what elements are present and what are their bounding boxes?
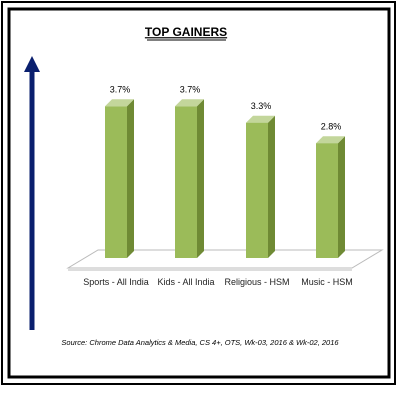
bar-side <box>197 99 204 258</box>
x-tick-label: Religious - HSM <box>224 277 290 287</box>
bar <box>246 122 268 258</box>
x-tick-label: Kids - All India <box>157 277 215 287</box>
chart-title: TOP GAINERS <box>145 25 227 39</box>
bar <box>105 106 127 258</box>
bar-top <box>175 99 204 107</box>
bar-top <box>105 99 134 107</box>
x-tick-label: Music - HSM <box>301 277 353 287</box>
bar-side <box>127 99 134 258</box>
arrow-head <box>24 56 40 72</box>
bar-top <box>246 115 275 123</box>
floor-edge <box>68 268 352 271</box>
data-label: 3.7% <box>180 85 201 95</box>
data-label: 2.8% <box>321 122 342 132</box>
outer-frame <box>1 1 396 385</box>
inner-frame <box>7 7 391 379</box>
source-note: Source: Chrome Data Analytics & Media, C… <box>61 338 339 347</box>
data-label: 3.7% <box>110 85 131 95</box>
bar-top <box>316 136 345 144</box>
bar-side <box>338 136 345 258</box>
x-tick-label: Sports - All India <box>83 277 149 287</box>
data-label: 3.3% <box>251 101 272 111</box>
bar <box>316 143 338 258</box>
bar <box>175 106 197 258</box>
bar-side <box>268 115 275 258</box>
